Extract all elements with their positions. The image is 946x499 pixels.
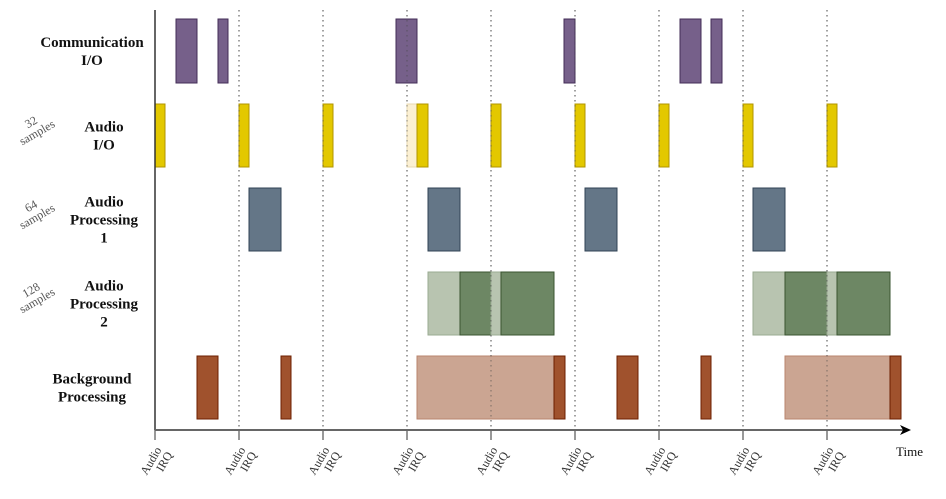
- row-label: 2: [100, 315, 108, 331]
- audio-io-block: [574, 103, 586, 168]
- audio-io-block: [238, 103, 250, 168]
- audio-processing-2-block-faded: [427, 271, 461, 336]
- task-blocks: [154, 10, 902, 430]
- audio-io-block: [154, 103, 166, 168]
- audio-io-block: [490, 103, 502, 168]
- row-label: Processing: [70, 297, 139, 313]
- communication-io-block: [710, 18, 723, 84]
- background-processing-block-faded: [784, 355, 891, 420]
- audio-io-block: [742, 103, 754, 168]
- communication-io-block: [175, 18, 198, 84]
- audio-processing-1-block: [584, 187, 618, 252]
- audio-processing-1-block: [752, 187, 786, 252]
- background-processing-block: [889, 355, 902, 420]
- row-label: Processing: [70, 213, 139, 229]
- row-label: Audio: [84, 279, 123, 295]
- row-label: Processing: [58, 390, 127, 406]
- communication-io-block: [679, 18, 702, 84]
- background-processing-block: [280, 355, 292, 420]
- audio-io-block: [658, 103, 670, 168]
- background-processing-block: [700, 355, 712, 420]
- communication-io-block: [563, 18, 576, 84]
- audio-io-block: [322, 103, 334, 168]
- audio-processing-1-block: [248, 187, 282, 252]
- audio-processing-1-block: [427, 187, 461, 252]
- audio-processing-2-block: [784, 271, 828, 336]
- background-processing-block-faded: [416, 355, 555, 420]
- row-label: Background: [53, 372, 133, 388]
- audio-processing-2-block-faded: [752, 271, 786, 336]
- audio-io-block-faded: [406, 103, 418, 168]
- row-label: 1: [100, 231, 108, 247]
- row-label: I/O: [93, 138, 115, 154]
- row-label: Audio: [84, 195, 123, 211]
- background-processing-block: [616, 355, 639, 420]
- audio-processing-2-block: [500, 271, 555, 336]
- row-label: Communication: [40, 35, 144, 51]
- audio-processing-2-block-faded: [490, 271, 502, 336]
- background-processing-block: [196, 355, 219, 420]
- audio-processing-2-block: [836, 271, 891, 336]
- time-axis-arrowhead: [900, 425, 911, 435]
- audio-io-block: [826, 103, 838, 168]
- communication-io-block: [217, 18, 229, 84]
- background-processing-block: [553, 355, 566, 420]
- row-label: Audio: [84, 120, 123, 136]
- time-label: Time: [896, 444, 923, 459]
- audio-processing-2-block: [459, 271, 492, 336]
- row-label: I/O: [81, 53, 103, 69]
- audio-processing-2-block-faded: [826, 271, 838, 336]
- audio-io-block: [416, 103, 429, 168]
